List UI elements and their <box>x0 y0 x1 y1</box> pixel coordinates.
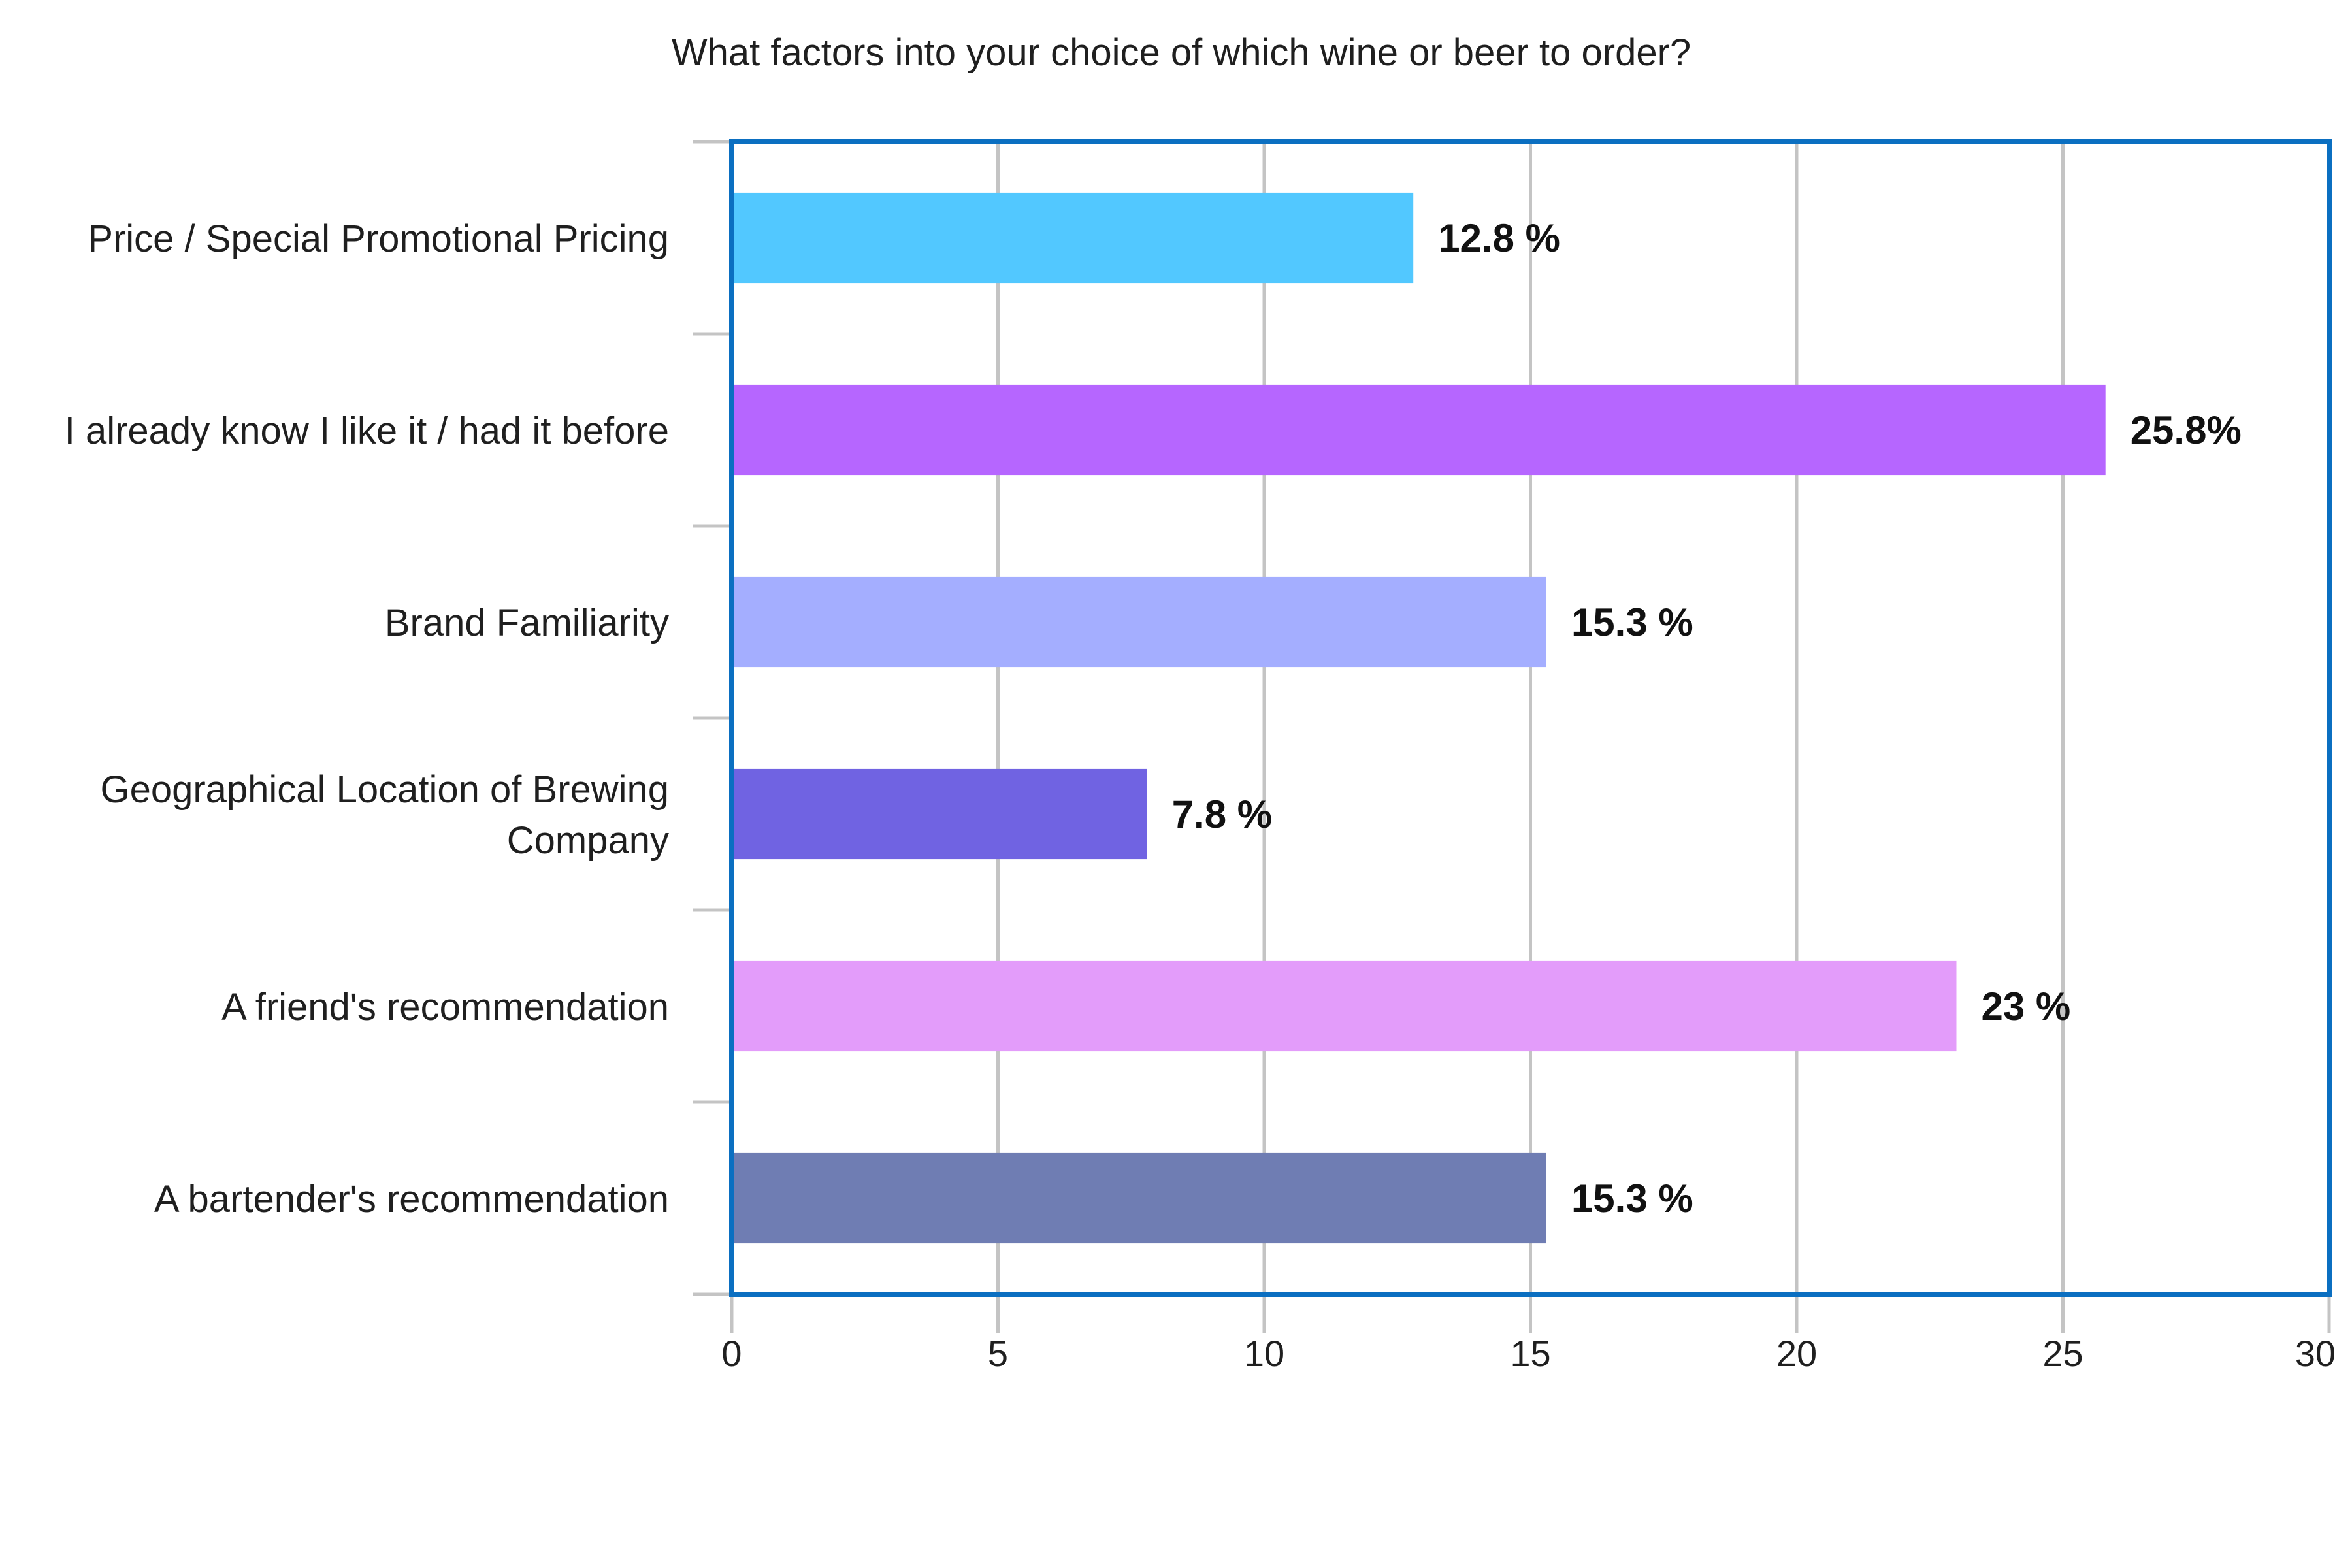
x-tick-label-25: 25 <box>2042 1333 2083 1374</box>
category-ticks <box>693 140 732 1296</box>
category-labels: Price / Special Promotional Pricing I alr… <box>65 218 669 1220</box>
chart-title: What factors into your choice of which w… <box>672 31 1691 74</box>
data-label-5: 23 % <box>1982 985 2071 1028</box>
x-tick-label-5: 5 <box>988 1333 1008 1374</box>
category-label-2: I already know I like it / had it before <box>65 410 669 452</box>
data-label-1: 12.8 % <box>1438 216 1560 260</box>
category-label-1: Price / Special Promotional Pricing <box>88 218 669 260</box>
data-label-3: 15.3 % <box>1571 600 1693 644</box>
bar-4 <box>732 768 1147 860</box>
category-label-4-line-1: Geographical Location of Brewing <box>100 768 669 811</box>
category-label-4-line-2: Company <box>507 819 669 862</box>
data-label-4: 7.8 % <box>1172 792 1272 836</box>
bar-3 <box>732 576 1546 668</box>
category-label-6: A bartender's recommendation <box>154 1178 669 1220</box>
x-tick-label-30: 30 <box>2295 1333 2336 1374</box>
bar-6 <box>732 1152 1546 1244</box>
bar-1 <box>732 192 1414 284</box>
x-tick-label-0: 0 <box>721 1333 742 1374</box>
x-axis-tick-labels: 0 5 10 15 20 25 30 <box>721 1333 2336 1374</box>
data-label-6: 15.3 % <box>1571 1177 1693 1220</box>
category-label-5: A friend's recommendation <box>221 986 669 1028</box>
bar-2 <box>732 384 2106 476</box>
data-labels: 12.8 % 25.8% 15.3 % 7.8 % 23 % 15.3 % <box>1172 216 2242 1220</box>
category-label-3: Brand Familiarity <box>385 602 669 644</box>
x-tick-label-10: 10 <box>1244 1333 1284 1374</box>
plot-frame <box>729 139 2332 1297</box>
bar-5 <box>732 960 1957 1052</box>
bars <box>732 192 2106 1244</box>
x-tick-label-20: 20 <box>1776 1333 1817 1374</box>
data-label-2: 25.8% <box>2131 408 2242 452</box>
x-tick-label-15: 15 <box>1510 1333 1550 1374</box>
